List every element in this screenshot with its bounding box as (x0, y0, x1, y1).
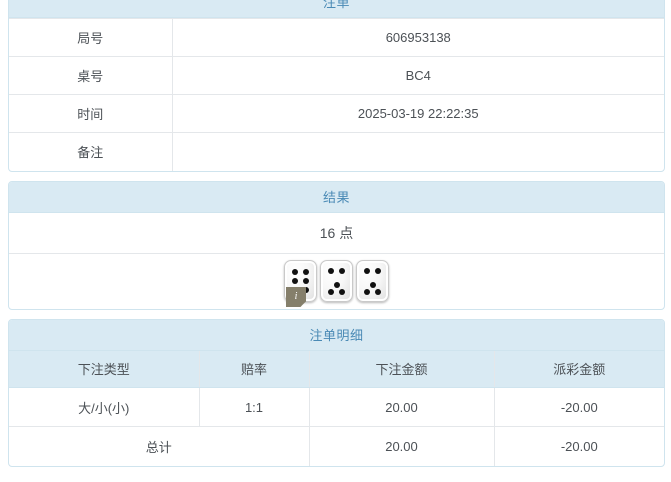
dice-row: i (9, 254, 664, 309)
cell-bet-type: 大/小(小) (9, 387, 200, 427)
die-1: i (284, 260, 317, 307)
pip (302, 268, 309, 275)
info-badge-icon[interactable]: i (286, 287, 306, 307)
pip (292, 268, 299, 275)
detail-panel-title: 注单明细 (9, 319, 664, 351)
result-panel: 结果 16 点 i (8, 180, 665, 310)
pip (374, 267, 381, 274)
bet-detail-table: 下注类型 赔率 下注金额 派彩金额 大/小(小) 1:1 20.00 -20.0… (9, 350, 664, 466)
order-panel-title: 注单 (9, 0, 664, 18)
order-info-table: 局号 606953138 桌号 BC4 时间 2025-03-19 22:22:… (9, 18, 664, 171)
column-header-odds: 赔率 (198, 350, 310, 388)
order-value-time: 2025-03-19 22:22:35 (171, 94, 664, 133)
pip (338, 267, 345, 274)
column-header-bet-amount: 下注金额 (308, 350, 495, 388)
cell-bet-amount: 20.00 (308, 387, 495, 427)
cell-payout-amount: -20.00 (493, 387, 664, 427)
pip (302, 277, 309, 284)
order-label-table: 桌号 (9, 56, 173, 95)
order-panel: 注单 局号 606953138 桌号 BC4 时间 2025-03-19 22:… (8, 0, 665, 172)
bet-detail-page: 注单 局号 606953138 桌号 BC4 时间 2025-03-19 22:… (8, 0, 665, 467)
column-header-bet-type: 下注类型 (9, 350, 200, 388)
pip (374, 289, 381, 295)
table-header-row: 下注类型 赔率 下注金额 派彩金额 (9, 350, 664, 388)
table-row: 局号 606953138 (9, 18, 664, 57)
table-row: 大/小(小) 1:1 20.00 -20.00 (9, 387, 664, 427)
order-label-round: 局号 (9, 18, 173, 57)
pip (328, 289, 335, 295)
dice-group: i (284, 260, 389, 307)
cell-total-payout-amount: -20.00 (493, 426, 664, 466)
cell-total-bet-amount: 20.00 (308, 426, 495, 466)
die-3 (356, 260, 389, 302)
pip (364, 267, 371, 274)
pip (338, 289, 345, 295)
order-label-remark: 备注 (9, 132, 173, 171)
order-value-remark (171, 132, 664, 171)
pip (292, 277, 299, 284)
pip (333, 282, 340, 289)
order-value-table: BC4 (171, 56, 664, 95)
column-header-payout-amount: 派彩金额 (493, 350, 664, 388)
table-total-row: 总计 20.00 -20.00 (9, 426, 664, 466)
table-row: 桌号 BC4 (9, 56, 664, 95)
die-2 (320, 260, 353, 302)
order-value-round: 606953138 (171, 18, 664, 57)
detail-panel: 注单明细 下注类型 赔率 下注金额 派彩金额 大/小(小) 1:1 20.00 … (8, 318, 665, 467)
pip (364, 289, 371, 295)
table-row: 备注 (9, 132, 664, 171)
cell-total-label: 总计 (9, 426, 310, 466)
pip (328, 267, 335, 274)
cell-odds: 1:1 (198, 387, 310, 427)
result-panel-title: 结果 (9, 181, 664, 213)
pip (369, 282, 376, 289)
order-label-time: 时间 (9, 94, 173, 133)
table-row: 时间 2025-03-19 22:22:35 (9, 94, 664, 133)
result-points-text: 16 点 (9, 213, 664, 254)
